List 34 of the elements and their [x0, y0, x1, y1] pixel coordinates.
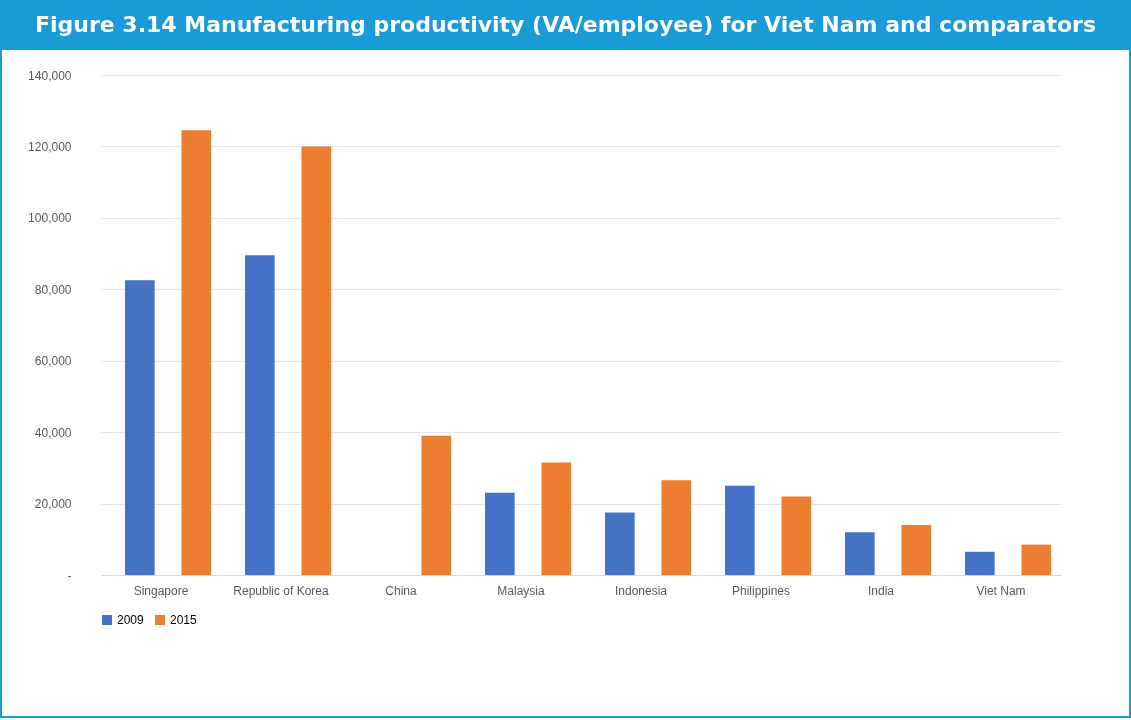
y-tick-label: 40,000	[34, 425, 72, 440]
y-tick-label: 140,000	[28, 68, 72, 83]
bar	[845, 532, 875, 575]
y-tick-label: 60,000	[34, 354, 72, 369]
x-tick-label: Malaysia	[497, 583, 545, 598]
bar	[725, 485, 755, 575]
bar	[781, 496, 812, 575]
bar	[125, 280, 155, 575]
legend-label: 2015	[170, 613, 198, 627]
y-tick-label: -	[67, 568, 72, 583]
x-tick-label: China	[385, 583, 417, 598]
bar	[605, 512, 635, 575]
y-tick-label: 80,000	[34, 282, 72, 297]
bar	[301, 146, 332, 575]
y-tick-label: 20,000	[34, 497, 72, 512]
y-tick-label: 100,000	[28, 211, 72, 226]
x-tick-label: Philippines	[731, 583, 791, 598]
x-tick-label: Singapore	[133, 583, 189, 598]
legend-label: 2009	[117, 613, 145, 627]
bar	[245, 255, 275, 575]
x-tick-label: Indonesia	[614, 583, 668, 598]
x-tick-label: Viet Nam	[976, 583, 1026, 598]
bar	[965, 551, 995, 575]
x-tick-label: India	[867, 583, 895, 598]
bar	[485, 492, 515, 575]
bar	[541, 462, 572, 575]
bar	[1021, 544, 1052, 575]
y-tick-label: 120,000	[28, 139, 72, 154]
bar	[181, 130, 212, 575]
bar	[661, 480, 692, 575]
bar	[421, 435, 452, 575]
chart-title: Figure 3.14 Manufacturing productivity (VA/employee) for Viet Nam and comparators	[2, 0, 1129, 50]
bar	[901, 525, 932, 575]
x-tick-label: Republic of Korea	[233, 583, 330, 598]
